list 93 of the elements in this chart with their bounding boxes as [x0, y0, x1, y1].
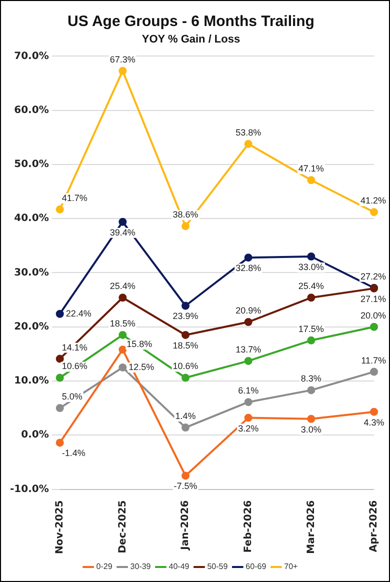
- data-label: 11.7%: [361, 355, 386, 366]
- point: [118, 294, 127, 302]
- legend-label: 70+: [284, 562, 298, 572]
- point: [307, 414, 316, 423]
- point: [182, 424, 190, 432]
- data-label: 41.2%: [360, 196, 386, 206]
- data-label: 25.4%: [298, 281, 324, 292]
- point: [370, 408, 378, 416]
- data-label: 67.3%: [110, 54, 136, 64]
- point: [56, 354, 64, 363]
- y-tick-label: 50.0%: [14, 159, 49, 170]
- data-label: -7.5%: [174, 481, 198, 492]
- point: [307, 176, 316, 184]
- data-label: 14.1%: [62, 342, 88, 352]
- legend-label: 50-59: [207, 562, 228, 572]
- point: [182, 222, 190, 230]
- x-tick-label: Mar-2026: [306, 500, 317, 554]
- y-tick-label: 40.0%: [14, 213, 49, 224]
- y-tick-label: 70.0%: [14, 50, 49, 62]
- x-tick-label: Dec-2025: [117, 500, 128, 554]
- data-label: 10.6%: [172, 361, 198, 372]
- y-tick-label: 20.0%: [14, 321, 49, 332]
- point: [182, 374, 190, 382]
- point: [244, 254, 252, 262]
- data-label: 18.5%: [110, 318, 136, 328]
- legend-label: 30-39: [130, 562, 152, 572]
- point: [118, 346, 127, 354]
- point: [370, 322, 378, 331]
- x-tick-label: Nov-2025: [54, 500, 66, 554]
- x-tick-label: Jan-2026: [180, 500, 192, 551]
- y-tick-label: 60.0%: [14, 104, 49, 116]
- point: [56, 205, 64, 214]
- data-label: 53.8%: [236, 127, 262, 138]
- data-label: 47.1%: [298, 164, 324, 174]
- x-tick-label: Feb-2026: [242, 500, 254, 553]
- point: [370, 368, 378, 376]
- point: [182, 330, 190, 339]
- data-label: 3.0%: [300, 424, 322, 434]
- point: [244, 318, 252, 326]
- data-label: 5.0%: [62, 392, 82, 402]
- point: [307, 386, 316, 394]
- y-tick-label: 0.0%: [21, 430, 49, 441]
- point: [118, 218, 127, 226]
- data-label: 27.2%: [360, 271, 386, 282]
- chart-subtitle: YOY % Gain / Loss: [142, 34, 240, 46]
- point: [370, 208, 378, 216]
- data-label: 27.1%: [360, 294, 386, 304]
- data-label: 39.4%: [110, 227, 136, 238]
- chart-title: US Age Groups - 6 Months Trailing: [68, 13, 314, 30]
- y-tick-label: -10.0%: [10, 484, 49, 495]
- data-label: 15.8%: [126, 339, 152, 350]
- point: [56, 404, 64, 412]
- data-label: 17.5%: [298, 324, 324, 334]
- data-label: 41.7%: [62, 192, 88, 203]
- point: [307, 294, 316, 302]
- data-label: -1.4%: [62, 448, 86, 458]
- data-label: 8.3%: [300, 374, 322, 384]
- point: [307, 336, 316, 344]
- data-label: 33.0%: [298, 262, 324, 272]
- point: [56, 438, 64, 447]
- point: [56, 374, 64, 382]
- data-label: 32.8%: [236, 263, 262, 274]
- data-label: 13.7%: [236, 344, 262, 354]
- legend-label: 0-29: [96, 562, 113, 572]
- point: [307, 252, 316, 260]
- data-label: 23.9%: [172, 311, 198, 322]
- point: [118, 363, 127, 372]
- data-label: 25.4%: [110, 281, 136, 292]
- point: [118, 330, 127, 339]
- data-label: 20.0%: [360, 310, 386, 320]
- legend-label: 60-69: [246, 562, 267, 572]
- point: [244, 140, 252, 148]
- data-label: 6.1%: [238, 386, 259, 396]
- point: [118, 66, 127, 75]
- data-label: 38.6%: [172, 210, 198, 220]
- data-label: 12.5%: [128, 362, 154, 372]
- point: [244, 414, 252, 422]
- data-label: 10.6%: [62, 361, 88, 372]
- data-label: 3.2%: [238, 423, 259, 434]
- legend-label: 40-49: [168, 562, 190, 572]
- point: [244, 356, 252, 365]
- data-label: 20.9%: [236, 305, 262, 316]
- data-label: 1.4%: [175, 411, 196, 422]
- point: [182, 302, 190, 310]
- data-label: 22.4%: [66, 308, 92, 318]
- data-label: 18.5%: [172, 340, 198, 350]
- point: [244, 398, 252, 406]
- point: [182, 472, 190, 480]
- x-tick-label: Apr-2026: [368, 500, 380, 552]
- y-tick-label: 30.0%: [14, 267, 49, 278]
- y-tick-label: 10.0%: [14, 376, 49, 387]
- data-label: 4.3%: [364, 417, 384, 428]
- point: [56, 310, 64, 318]
